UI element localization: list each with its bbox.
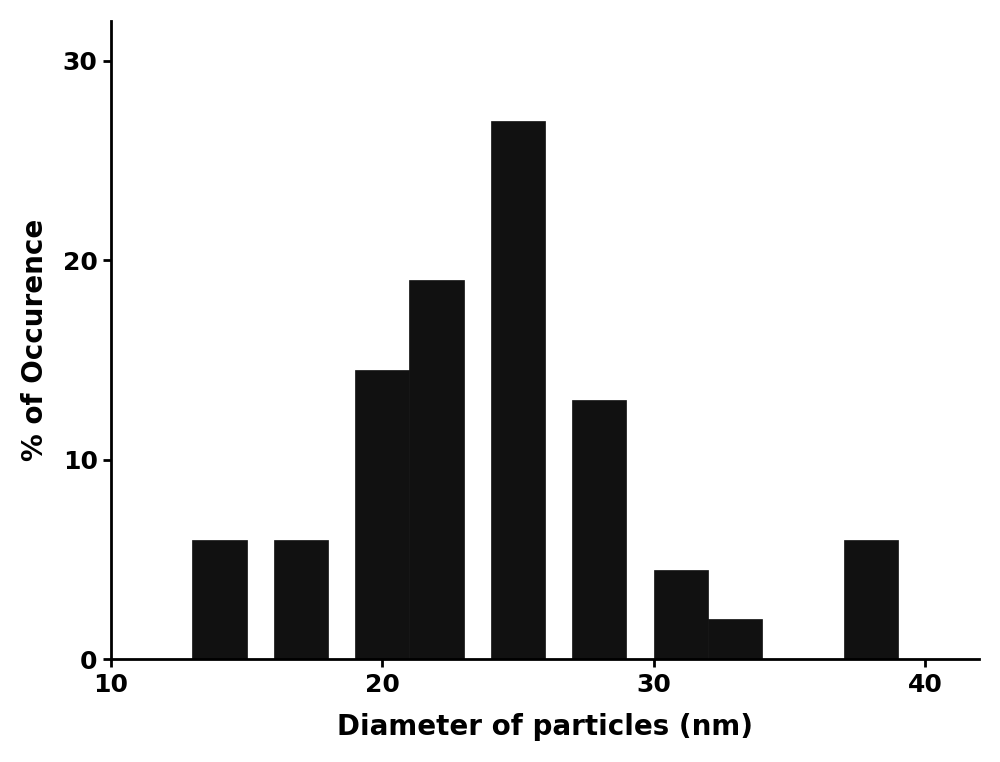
Bar [708,620,762,659]
Bar [274,539,328,659]
Y-axis label: % of Occurence: % of Occurence [21,219,49,461]
Bar [572,400,626,659]
Bar [355,370,409,659]
Bar [491,120,545,659]
Bar [654,569,708,659]
Bar [844,539,898,659]
Bar [409,280,464,659]
Bar [192,539,247,659]
X-axis label: Diameter of particles (nm): Diameter of particles (nm) [337,713,753,741]
